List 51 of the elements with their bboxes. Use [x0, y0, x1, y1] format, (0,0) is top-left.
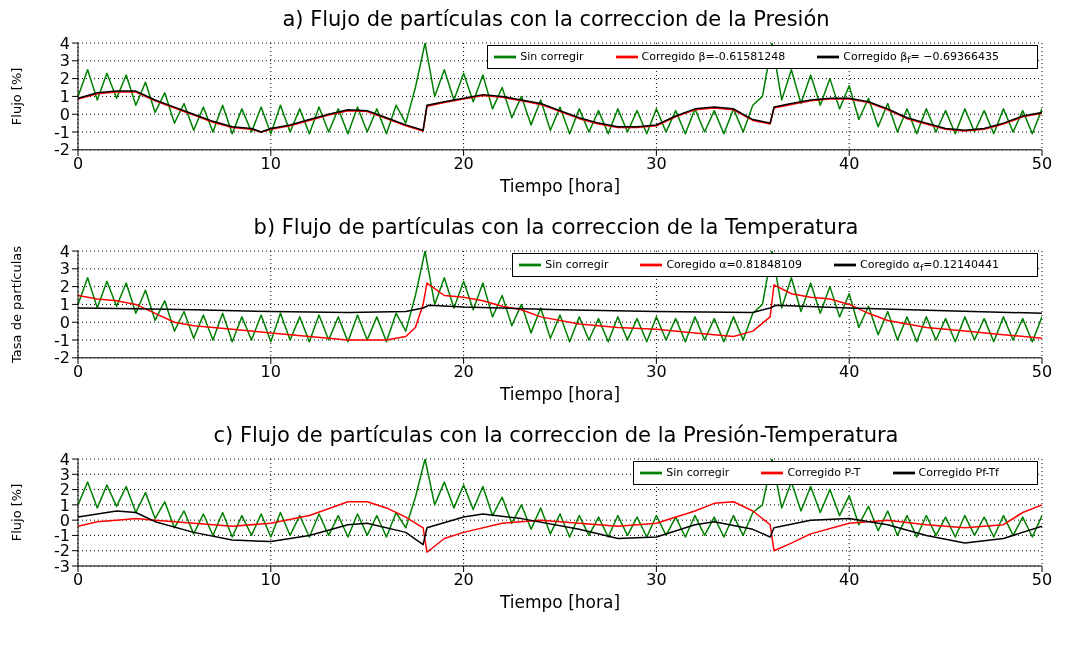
- x-tick-label: 10: [260, 570, 281, 590]
- legend-label: Sin corregir: [666, 466, 730, 479]
- legend-label: Coregido α$_{f}$=0.12140441: [860, 258, 999, 274]
- x-tick-label: 0: [72, 362, 84, 382]
- y-axis-title: Tasa de partículas: [8, 245, 24, 364]
- x-tick-label: 0: [72, 570, 84, 590]
- y-tick-label: 0: [59, 104, 70, 124]
- y-tick-label: 0: [59, 312, 70, 332]
- y-tick-label: -1: [54, 122, 70, 142]
- legend-label: Sin corregir: [520, 50, 584, 63]
- x-tick-label: 10: [260, 362, 281, 382]
- chart-title: a) Flujo de partículas con la correccion de la Presión: [281, 7, 831, 31]
- y-tick-label: 1: [59, 87, 70, 107]
- legend-label: Corregido β$_{f}$= −0.69366435: [843, 50, 999, 66]
- x-axis-title: Tiempo [hora]: [498, 383, 621, 404]
- line-series: [78, 282, 1042, 341]
- y-tick-label: 3: [59, 259, 70, 279]
- x-tick-label: 40: [839, 570, 860, 590]
- x-axis-title: Tiempo [hora]: [498, 175, 621, 196]
- y-axis-title: Flujo [%]: [8, 67, 24, 126]
- x-tick-label: 40: [839, 362, 860, 382]
- x-tick-label: 0: [72, 154, 84, 174]
- x-tick-label: 30: [646, 154, 667, 174]
- x-axis-title: Tiempo [hora]: [498, 592, 621, 612]
- y-tick-label: 2: [59, 277, 70, 297]
- legend-label: Corregido β=-0.61581248: [641, 50, 786, 63]
- x-tick-label: 50: [1031, 362, 1053, 382]
- x-tick-label: 50: [1031, 154, 1053, 174]
- y-tick-label: 4: [59, 241, 70, 261]
- y-tick-label: 3: [59, 51, 70, 71]
- x-tick-label: 30: [646, 362, 667, 382]
- chart-title: c) Flujo de partículas con la correccion de la Presión-Temperatura: [212, 423, 900, 447]
- legend-label: Coregido α=0.81848109: [666, 258, 803, 271]
- y-tick-label: -2: [54, 348, 70, 368]
- legend-label: Corregido P-T: [787, 466, 861, 479]
- y-tick-label: -1: [54, 330, 70, 350]
- y-tick-label: 2: [59, 69, 70, 89]
- y-tick-label: 4: [59, 33, 70, 53]
- chart-title: b) Flujo de partículas con la correccion de la Temperatura: [252, 215, 860, 239]
- legend-label: Corregido Pf-Tf: [918, 466, 999, 479]
- x-tick-label: 40: [839, 154, 860, 174]
- y-tick-label: -2: [54, 140, 70, 160]
- x-tick-label: 30: [646, 570, 667, 590]
- x-tick-label: 20: [453, 570, 474, 590]
- y-tick-label: 1: [59, 295, 70, 315]
- x-tick-label: 10: [260, 154, 281, 174]
- x-tick-label: 20: [453, 154, 474, 174]
- legend-label: Sin corregir: [545, 258, 609, 271]
- x-tick-label: 20: [453, 362, 474, 382]
- y-axis-title: Flujo [%]: [8, 483, 24, 542]
- x-tick-label: 50: [1031, 570, 1053, 590]
